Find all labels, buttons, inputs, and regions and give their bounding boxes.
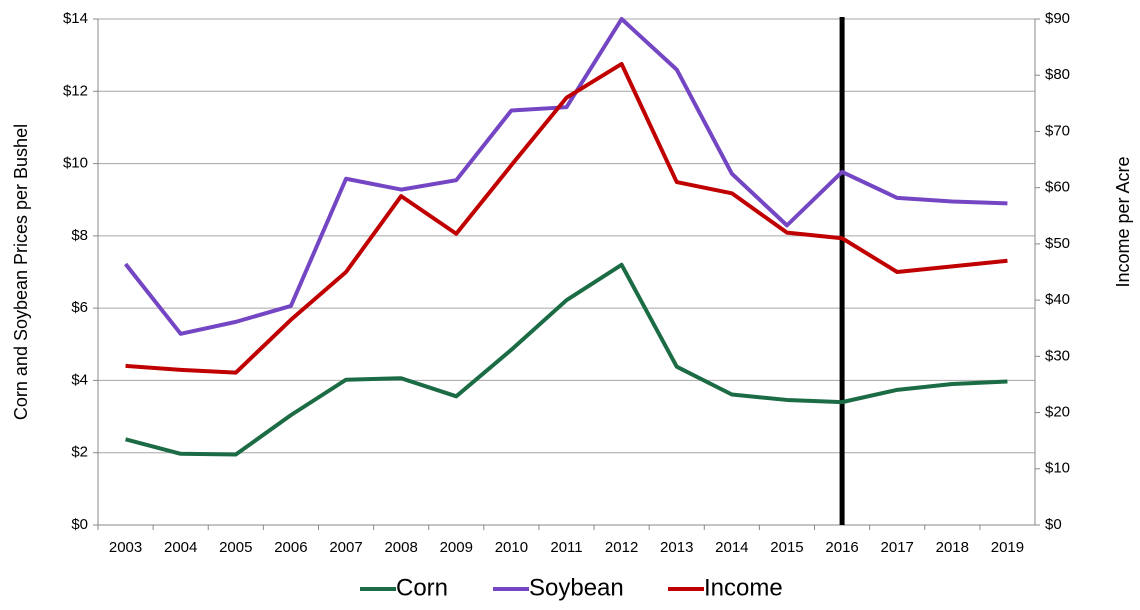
x-tick-label: 2014 [715,539,748,556]
x-tick-label: 2006 [274,539,307,556]
legend-label: Soybean [529,574,624,601]
x-tick-label: 2018 [936,539,969,556]
x-tick-label: 2007 [329,539,362,556]
x-tick-label: 2012 [605,539,638,556]
x-tick-label: 2013 [660,539,693,556]
y-tick-label: $6 [71,299,88,316]
y2-tick-label: $40 [1045,291,1070,308]
x-tick-label: 2015 [770,539,803,556]
y2-tick-label: $10 [1045,460,1070,477]
series-line [125,262,1008,457]
y-tick-label: $10 [63,155,88,172]
y2-axis-title: Income per Acre [1113,156,1133,287]
x-tick-label: 2017 [881,539,914,556]
y2-tick-label: $20 [1045,404,1070,421]
x-tick-label: 2019 [991,539,1024,556]
x-tick-label: 2010 [495,539,528,556]
y2-tick-label: $50 [1045,235,1070,252]
y-tick-label: $12 [63,82,88,99]
y-tick-label: $8 [71,227,88,244]
y2-tick-label: $30 [1045,347,1070,364]
series-line [123,17,1008,336]
x-tick-label: 2009 [440,539,473,556]
x-tick-label: 2004 [164,539,197,556]
y2-tick-label: $80 [1045,66,1070,83]
legend-label: Corn [396,574,448,601]
x-tick-label: 2011 [550,539,582,556]
y-tick-label: $2 [71,444,88,461]
x-tick-label: 2003 [109,539,142,556]
y2-tick-label: $60 [1045,179,1070,196]
legend-label: Income [704,574,783,601]
y-tick-label: $0 [71,516,88,533]
y2-tick-label: $70 [1045,122,1070,139]
y2-tick-label: $0 [1045,516,1062,533]
y-tick-label: $14 [63,10,88,27]
y-tick-label: $4 [71,371,88,388]
x-tick-label: 2005 [219,539,252,556]
series-line [125,61,1008,375]
y2-tick-label: $90 [1045,10,1070,27]
y-axis-title: Corn and Soybean Prices per Bushel [11,124,31,420]
x-tick-label: 2008 [384,539,417,556]
x-tick-label: 2016 [825,539,858,556]
